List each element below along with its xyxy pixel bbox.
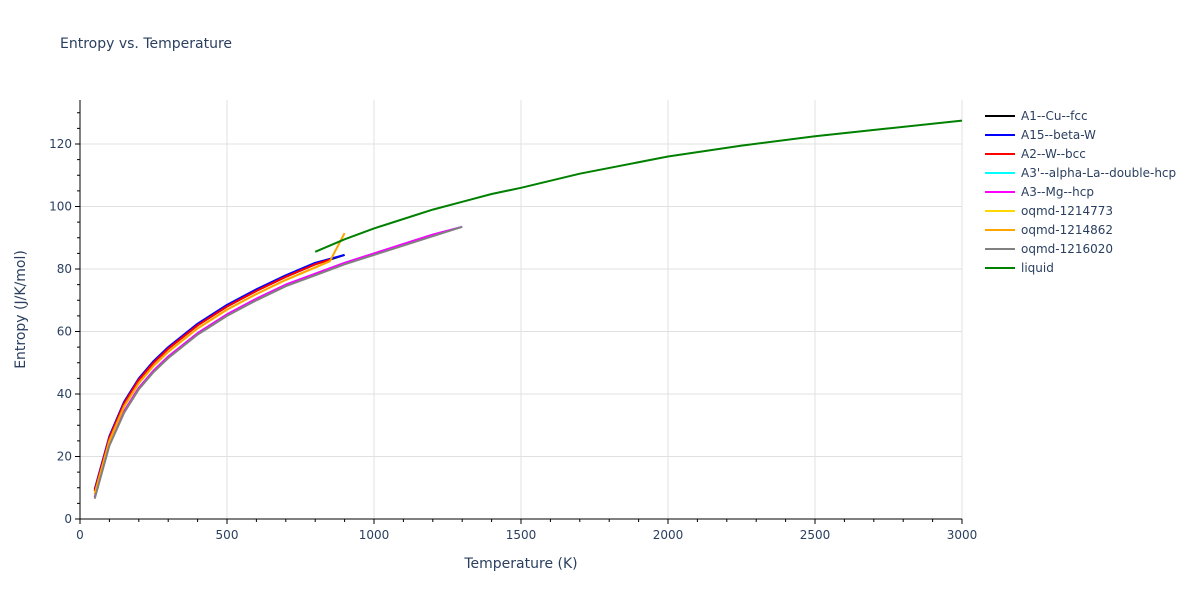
legend-item[interactable]: A1--Cu--fcc — [985, 106, 1176, 125]
x-tick-label: 0 — [76, 528, 84, 542]
legend-swatch-icon — [985, 114, 1015, 117]
legend-swatch-icon — [985, 190, 1015, 193]
legend-label: A1--Cu--fcc — [1021, 108, 1088, 123]
y-tick-label: 20 — [57, 450, 72, 464]
legend-item[interactable]: A3'--alpha-La--double-hcp — [985, 163, 1176, 182]
legend-item[interactable]: A3--Mg--hcp — [985, 182, 1176, 201]
series-line-liquid[interactable] — [314, 119, 963, 253]
y-tick-label: 0 — [64, 512, 72, 526]
series-line-a15-beta-w[interactable] — [93, 253, 345, 490]
legend-label: A3'--alpha-La--double-hcp — [1021, 165, 1177, 180]
legend-swatch-icon — [985, 209, 1015, 212]
legend-item[interactable]: A2--W--bcc — [985, 144, 1176, 163]
legend-label: oqmd-1214773 — [1021, 203, 1114, 218]
series-line-oqmd-1214862[interactable] — [93, 232, 346, 495]
legend-label: A3--Mg--hcp — [1021, 184, 1094, 199]
legend-swatch-icon — [985, 228, 1015, 231]
y-tick-label: 100 — [49, 200, 72, 214]
legend-swatch-icon — [985, 266, 1015, 269]
legend-swatch-icon — [985, 133, 1015, 136]
x-tick-label: 500 — [216, 528, 239, 542]
legend-swatch-icon — [985, 247, 1015, 250]
legend-item[interactable]: oqmd-1214862 — [985, 220, 1176, 239]
x-tick-label: 2000 — [653, 528, 684, 542]
series-line-a1-cu-fcc[interactable] — [93, 253, 345, 492]
y-tick-label: 40 — [57, 387, 72, 401]
legend-label: oqmd-1216020 — [1021, 241, 1114, 256]
legend: A1--Cu--fcc A15--beta-W A2--W--bcc A3'--alp… — [985, 106, 1176, 277]
legend-item[interactable]: A15--beta-W — [985, 125, 1176, 144]
y-axis-title: Entropy (J/K/mol) — [13, 250, 29, 369]
x-tick-label: 3000 — [947, 528, 978, 542]
y-tick-label: 120 — [49, 137, 72, 151]
legend-label: liquid — [1021, 260, 1054, 275]
series-line-a2-w-bcc[interactable] — [93, 258, 331, 492]
legend-item[interactable]: oqmd-1214773 — [985, 201, 1176, 220]
y-tick-label: 80 — [57, 262, 72, 276]
series-line-oqmd-1214773[interactable] — [93, 260, 331, 495]
y-tick-label: 60 — [57, 325, 72, 339]
legend-label: A15--beta-W — [1021, 127, 1096, 142]
x-tick-label: 1000 — [359, 528, 390, 542]
series-line-oqmd-1216020[interactable] — [93, 225, 463, 499]
x-tick-label: 1500 — [506, 528, 537, 542]
legend-label: oqmd-1214862 — [1021, 222, 1114, 237]
legend-item[interactable]: liquid — [985, 258, 1176, 277]
x-tick-label: 2500 — [800, 528, 831, 542]
legend-item[interactable]: oqmd-1216020 — [985, 239, 1176, 258]
x-axis-title: Temperature (K) — [463, 556, 577, 572]
chart-title: Entropy vs. Temperature — [60, 36, 233, 52]
legend-swatch-icon — [985, 171, 1015, 174]
legend-swatch-icon — [985, 152, 1015, 155]
legend-label: A2--W--bcc — [1021, 146, 1086, 161]
